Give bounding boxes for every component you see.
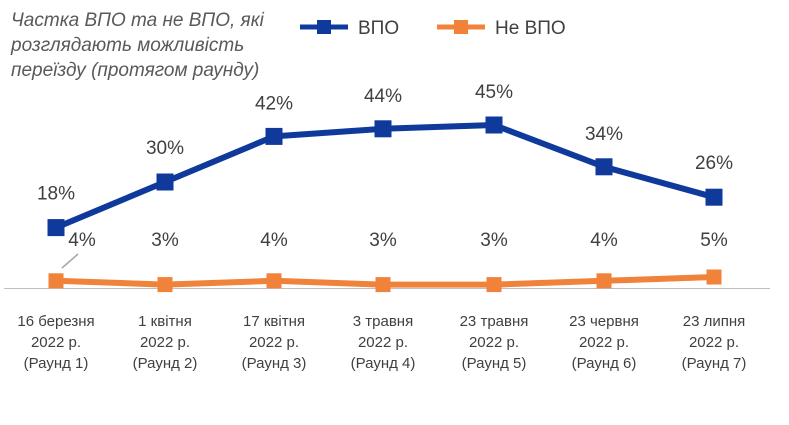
data-point-marker	[485, 116, 503, 134]
data-point-marker	[157, 277, 173, 293]
x-tick-label: 17 квітня	[243, 313, 305, 330]
legend-marker	[454, 20, 468, 34]
data-label: 4%	[590, 230, 618, 251]
x-tick-label: 2022 р.	[358, 334, 408, 351]
data-point-marker	[156, 173, 174, 191]
data-label: 5%	[700, 230, 728, 251]
x-tick-label: (Раунд 2)	[133, 355, 198, 372]
data-point-marker	[705, 188, 723, 206]
data-label: 3%	[151, 230, 179, 251]
x-tick-label: 2022 р.	[249, 334, 299, 351]
x-tick-label: 2022 р.	[140, 334, 190, 351]
data-point-marker	[47, 219, 65, 237]
data-point-marker	[486, 277, 502, 293]
data-label: 42%	[255, 93, 293, 114]
x-tick-label: 23 червня	[569, 313, 639, 330]
x-tick-label: 2022 р.	[469, 334, 519, 351]
x-tick-label: 1 квітня	[138, 313, 192, 330]
x-tick-label: (Раунд 6)	[572, 355, 637, 372]
data-label: 26%	[695, 153, 733, 174]
data-point-marker	[375, 277, 391, 293]
x-tick-label: 23 липня	[683, 313, 746, 330]
data-label: 3%	[369, 230, 397, 251]
x-tick-label: (Раунд 7)	[682, 355, 747, 372]
x-tick-label: 2022 р.	[31, 334, 81, 351]
x-tick-label: 23 травня	[460, 313, 529, 330]
data-label: 44%	[364, 86, 402, 107]
data-label-leader-line	[61, 253, 79, 269]
data-point-marker	[596, 273, 612, 289]
legend-label: Не ВПО	[495, 18, 566, 39]
data-point-marker	[706, 269, 722, 285]
x-tick-label: 2022 р.	[689, 334, 739, 351]
data-label: 4%	[68, 230, 96, 251]
data-label: 3%	[480, 230, 508, 251]
data-label: 34%	[585, 124, 623, 145]
data-label: 30%	[146, 138, 184, 159]
data-point-marker	[265, 127, 283, 145]
x-tick-label: (Раунд 3)	[242, 355, 307, 372]
legend-label: ВПО	[358, 18, 399, 39]
data-point-marker	[595, 158, 613, 176]
x-tick-label: (Раунд 4)	[351, 355, 416, 372]
data-point-marker	[266, 273, 282, 289]
data-label: 4%	[260, 230, 288, 251]
x-tick-label: (Раунд 5)	[462, 355, 527, 372]
data-point-marker	[374, 120, 392, 138]
x-tick-label: 2022 р.	[579, 334, 629, 351]
data-label: 45%	[475, 82, 513, 103]
chart-title: Частка ВПО та не ВПО, які розглядають мо…	[11, 10, 264, 81]
data-label: 18%	[37, 184, 75, 205]
legend-marker	[317, 20, 331, 34]
data-point-marker	[48, 273, 64, 289]
x-tick-label: 16 березня	[17, 313, 94, 330]
x-tick-label: 3 травня	[353, 313, 413, 330]
x-tick-label: (Раунд 1)	[24, 355, 89, 372]
